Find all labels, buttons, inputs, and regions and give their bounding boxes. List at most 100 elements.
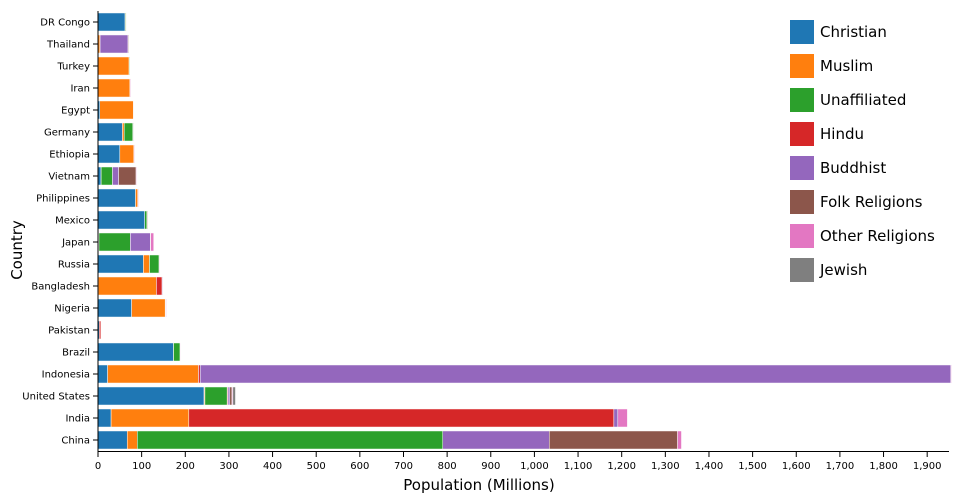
x-tick-label: 300 [219, 461, 238, 472]
legend-swatch-other-religions [790, 224, 814, 248]
x-tick-label: 1,200 [607, 461, 636, 472]
y-tick-label: DR Congo [40, 18, 90, 29]
legend-label: Christian [820, 23, 887, 41]
bar-segment-other-religions [165, 298, 167, 318]
bar-segment-christian [97, 188, 136, 208]
y-tick-label: Japan [61, 238, 90, 249]
bar-segment-hindu [99, 320, 102, 340]
bar-segment-jewish [232, 386, 236, 406]
bar-segment-buddhist [442, 430, 550, 450]
legend-label: Folk Religions [820, 193, 923, 211]
bar-segment-muslim [99, 100, 134, 120]
y-axis: DR Congo Thailand Turkey Iran Egypt Germany Et… [22, 11, 99, 452]
bar-segment-buddhist [199, 364, 952, 384]
bar-segment-buddhist [613, 408, 619, 428]
bar-segment-muslim [119, 144, 135, 164]
y-tick-label: Brazil [62, 348, 90, 359]
x-axis: 0 100 200 300 400 500 600 700 800 900 1,000 1,100 1,… [95, 451, 949, 472]
bar-segment-christian [97, 342, 174, 362]
legend-swatch-jewish [790, 258, 814, 282]
y-tick-label: Vietnam [48, 172, 90, 183]
x-tick-label: 1,700 [826, 461, 855, 472]
bar-segment-folk-religions [549, 430, 678, 450]
bar-segment-other-religions [135, 166, 137, 186]
bar-segment-christian [97, 12, 126, 32]
bar-segment-other-religions [950, 364, 952, 384]
bar-segment-christian [97, 386, 205, 406]
bar-segment-other-religions [137, 188, 139, 208]
legend-label: Buddhist [820, 159, 886, 177]
bar-segment-muslim [98, 276, 157, 296]
legend: Christian Muslim Unaffiliated Hindu Buddhist… [790, 20, 935, 282]
x-axis-title: Population (Millions) [403, 476, 554, 494]
x-tick-label: 700 [394, 461, 413, 472]
bar-segment-other-religions [133, 144, 135, 164]
y-tick-label: Indonesia [42, 370, 90, 381]
bar-segment-muslim [122, 122, 125, 142]
y-tick-label: China [61, 436, 90, 447]
x-tick-label: 1,000 [520, 461, 549, 472]
y-tick-label: Germany [44, 128, 90, 139]
y-tick-label: United States [22, 392, 90, 403]
bar-segment-buddhist [161, 276, 163, 296]
bar-segment-buddhist [227, 386, 231, 406]
bar-segment-folk-religions [229, 386, 233, 406]
legend-swatch-unaffiliated [790, 88, 814, 112]
bar-segment-muslim [135, 188, 138, 208]
x-tick-label: 500 [307, 461, 326, 472]
x-tick-label: 1,100 [564, 461, 593, 472]
bar-segment-other-religions [677, 430, 682, 450]
bar-segment-other-religions [617, 408, 628, 428]
y-tick-label: Thailand [46, 40, 90, 51]
bar-segment-unaffiliated [123, 122, 134, 142]
bar-segment-muslim [143, 254, 150, 274]
x-tick-label: 1,900 [913, 461, 942, 472]
y-tick-label: Ethiopia [49, 150, 90, 161]
bar-segment-christian [97, 408, 112, 428]
y-tick-label: Turkey [56, 62, 90, 73]
bar-segment-unaffiliated [137, 430, 444, 450]
bar-segment-buddhist [112, 166, 119, 186]
bar-segment-hindu [188, 408, 615, 428]
bar-segment-muslim [107, 364, 199, 384]
y-tick-label: India [65, 414, 90, 425]
legend-swatch-muslim [790, 54, 814, 78]
y-tick-label: Philippines [36, 194, 90, 205]
bar-segment-christian [97, 430, 128, 450]
bar-segment-unaffiliated [204, 386, 228, 406]
bar-segment-christian [97, 298, 132, 318]
x-tick-label: 600 [350, 461, 369, 472]
x-tick-label: 1,300 [651, 461, 680, 472]
bar-segment-folk-religions [127, 34, 129, 54]
bar-segment-other-religions [159, 254, 161, 274]
y-tick-label: Iran [70, 84, 90, 95]
bar-segment-jewish [132, 122, 134, 142]
bar-segment-folk-religions [146, 210, 148, 230]
bar-segment-unaffiliated [173, 342, 181, 362]
legend-swatch-buddhist [790, 156, 814, 180]
bar-segment-unaffiliated [149, 254, 160, 274]
y-tick-label: Russia [58, 260, 90, 271]
legend-label: Hindu [820, 125, 864, 143]
x-tick-label: 200 [176, 461, 195, 472]
bar-segment-christian [97, 144, 121, 164]
legend-label: Other Religions [820, 227, 935, 245]
legend-label: Jewish [819, 261, 867, 279]
x-tick-label: 1,500 [738, 461, 767, 472]
y-tick-label: Mexico [55, 216, 90, 227]
bar-segment-unaffiliated [98, 232, 131, 252]
bar-segment-muslim [126, 430, 138, 450]
x-tick-label: 0 [95, 461, 101, 472]
bar-segment-buddhist [130, 232, 151, 252]
legend-label: Muslim [820, 57, 873, 75]
bar-segment-unaffiliated [144, 210, 148, 230]
legend-swatch-hindu [790, 122, 814, 146]
legend-swatch-christian [790, 20, 814, 44]
bar-segment-other-religions [179, 342, 182, 362]
x-tick-label: 800 [438, 461, 457, 472]
bar-segment-christian [97, 122, 123, 142]
x-tick-label: 1,600 [782, 461, 811, 472]
x-tick-label: 1,800 [869, 461, 898, 472]
x-tick-label: 900 [481, 461, 500, 472]
